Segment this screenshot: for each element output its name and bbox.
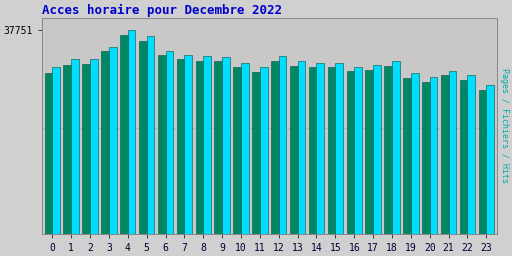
Bar (441, 75, 449, 233)
Bar (90, 59, 98, 233)
Bar (260, 67, 268, 233)
Bar (316, 62, 324, 233)
Bar (165, 51, 173, 233)
Bar (467, 75, 475, 233)
Bar (63, 65, 71, 233)
Bar (297, 61, 305, 233)
Bar (139, 41, 146, 233)
Bar (158, 55, 165, 233)
Bar (486, 85, 494, 233)
Text: Acces horaire pour Decembre 2022: Acces horaire pour Decembre 2022 (42, 4, 282, 17)
Bar (101, 51, 109, 233)
Bar (449, 71, 456, 233)
Bar (45, 73, 52, 233)
Bar (309, 67, 316, 233)
Bar (335, 62, 343, 233)
Bar (460, 80, 467, 233)
Bar (385, 66, 392, 233)
Bar (146, 36, 154, 233)
Bar (479, 90, 486, 233)
Bar (203, 56, 211, 233)
Bar (252, 72, 260, 233)
Bar (392, 61, 400, 233)
Bar (279, 56, 287, 233)
Bar (290, 66, 297, 233)
Bar (52, 67, 60, 233)
Bar (373, 65, 381, 233)
Bar (366, 70, 373, 233)
Bar (328, 67, 335, 233)
Bar (128, 30, 136, 233)
Y-axis label: Pages / Fichiers / Hits: Pages / Fichiers / Hits (500, 68, 508, 183)
Bar (82, 63, 90, 233)
Bar (403, 78, 411, 233)
Bar (222, 57, 230, 233)
Bar (347, 71, 354, 233)
Bar (354, 67, 362, 233)
Bar (177, 59, 184, 233)
Bar (271, 61, 279, 233)
Bar (430, 77, 437, 233)
Bar (422, 82, 430, 233)
Bar (196, 61, 203, 233)
Bar (233, 67, 241, 233)
Bar (215, 61, 222, 233)
Bar (411, 73, 419, 233)
Bar (241, 62, 249, 233)
Bar (109, 47, 117, 233)
Bar (184, 55, 192, 233)
Bar (120, 35, 128, 233)
Bar (71, 59, 79, 233)
